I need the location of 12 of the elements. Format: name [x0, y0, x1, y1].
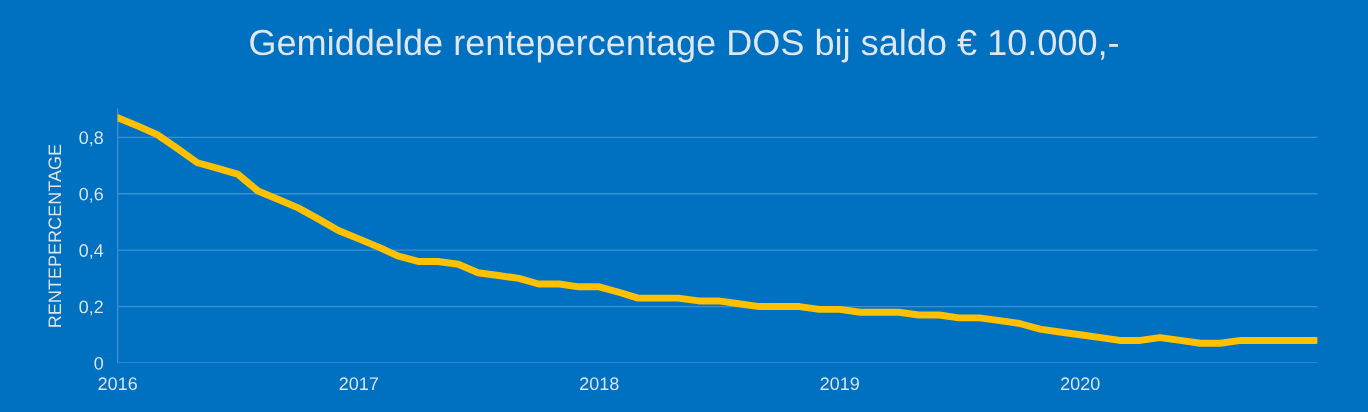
- chart-title: Gemiddelde rentepercentage DOS bij saldo € 10.000,-: [250, 28, 1119, 63]
- y-tick-label: 0,2: [79, 300, 103, 316]
- y-tick-label: 0,4: [79, 244, 104, 260]
- y-tick-label: 0,8: [79, 131, 103, 147]
- x-tick-label: 2017: [339, 377, 378, 391]
- x-tick-label: 2016: [98, 377, 137, 391]
- x-tick-label: 2020: [1061, 377, 1100, 391]
- y-axis-title: RENTEPERCENTAGE: [48, 144, 62, 327]
- x-tick-label: 2018: [580, 377, 619, 391]
- x-tick-label: 2019: [820, 377, 859, 391]
- y-tick-label: 0: [94, 356, 104, 370]
- y-tick-label: 0,6: [79, 187, 103, 203]
